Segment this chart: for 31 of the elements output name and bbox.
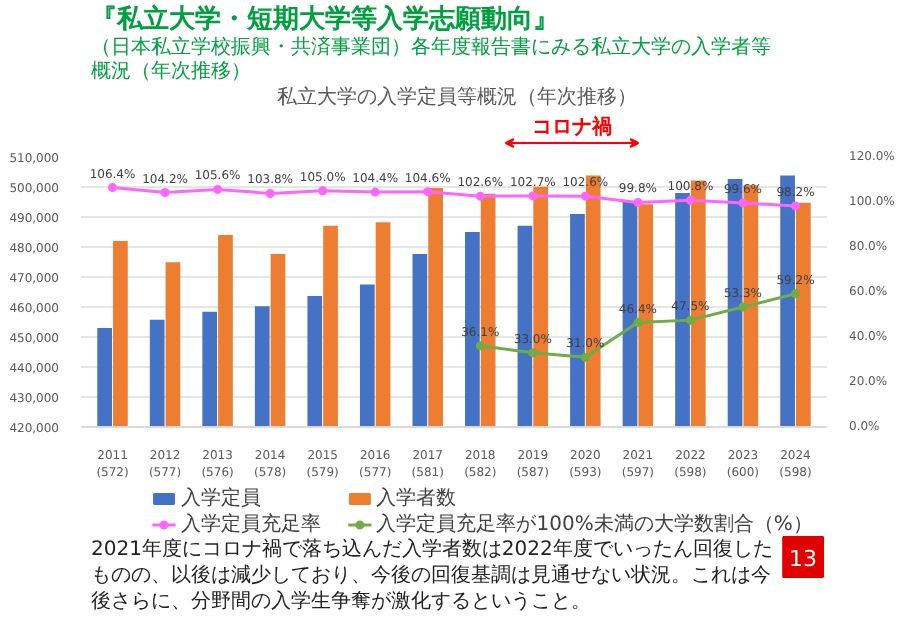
point [475,341,485,351]
point [108,183,118,193]
point [790,201,800,211]
point [528,348,538,358]
point [633,197,643,207]
chart-subtitle: （日本私立学校振興・共済事業団）各年度報告書にみる私立大学の入学者等概況（年次推移） [90,35,771,83]
point [685,315,695,325]
point [738,302,748,312]
point [265,188,275,198]
legend-label: 入学定員充足率 [180,512,321,536]
point [633,318,643,328]
point [790,289,800,299]
legend-label: 入学定員 [180,486,261,510]
point [318,186,328,196]
text: 13 [789,546,818,572]
chart-title: 『私立大学・短期大学等入学志願動向』 [90,3,559,35]
point [160,188,170,198]
text: コロナ禍 [531,115,612,139]
point [475,191,485,201]
point [370,187,380,197]
point [528,191,538,201]
legend-label: 入学者数 [376,486,457,510]
text: 私立大学の入学定員等概況（年次推移） [277,85,637,109]
text: 2021年度にコロナ禍で落ち込んだ入学者数は2022年度でいったん回復したものの、以後は減少しており、今後の回復基調は見通せない状況。これは今後さらに、分野間の入学生争奪が激化するということ。 [90,537,773,613]
point [213,184,223,194]
point [580,352,590,362]
point [423,187,433,197]
legend-label: 入学定員充足率が100%未満の大学数割合（%） [376,512,813,536]
point [580,191,590,201]
point [738,198,748,208]
point [685,195,695,205]
